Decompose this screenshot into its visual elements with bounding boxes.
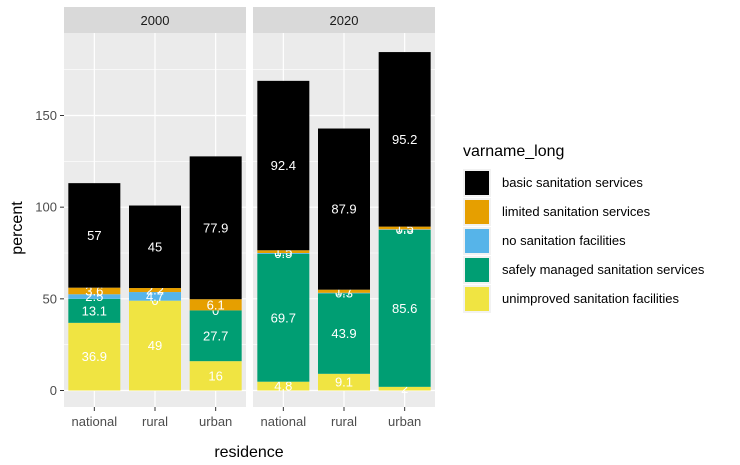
bar-segment <box>378 386 431 391</box>
bar-segment <box>68 287 121 295</box>
legend-label: basic sanitation services <box>502 175 643 190</box>
bar-segment <box>257 80 310 251</box>
bar-value-label: 49 <box>148 338 162 353</box>
legend-label: safely managed sanitation services <box>502 262 705 277</box>
y-tick-label: 150 <box>35 108 57 123</box>
bar-segment <box>318 373 370 391</box>
legend-item: limited sanitation services <box>463 198 651 226</box>
x-tick-label: national <box>261 414 307 429</box>
bar-segment <box>318 128 370 290</box>
legend-label: limited sanitation services <box>502 204 651 219</box>
bar-value-label: 69.7 <box>271 310 296 325</box>
bar-value-label: 6.1 <box>207 297 225 312</box>
bar-value-label: 2 <box>401 381 408 396</box>
bar-value-label: 87.9 <box>331 202 356 217</box>
bar-segment <box>68 298 121 323</box>
y-tick-label: 0 <box>50 383 57 398</box>
bar-segment <box>129 300 181 391</box>
x-tick-label: urban <box>388 414 421 429</box>
bar-value-label: 13.1 <box>82 303 107 318</box>
bar-segment <box>257 381 310 391</box>
x-tick-label: rural <box>142 414 168 429</box>
facet-2000: 200036.913.12.53.657national4904.72.245r… <box>64 7 246 429</box>
bar-segment <box>189 361 242 391</box>
bar-segment <box>257 250 310 253</box>
x-tick-label: rural <box>331 414 357 429</box>
bar-segment <box>257 253 310 382</box>
bar-segment <box>318 292 370 294</box>
bar-value-label: 36.9 <box>82 349 107 364</box>
bar-value-label: 95.2 <box>392 132 417 147</box>
bar-value-label: 85.6 <box>392 301 417 316</box>
legend-label: unimproved sanitation facilities <box>502 291 680 306</box>
facet-panels: 200036.913.12.53.657national4904.72.245r… <box>64 7 435 429</box>
bar-value-label: 92.4 <box>271 158 296 173</box>
bar-segment <box>68 322 121 391</box>
legend-swatch <box>465 229 489 253</box>
legend-item: no sanitation facilities <box>463 227 626 255</box>
legend-swatch <box>465 200 489 224</box>
facet-strip <box>253 7 435 33</box>
bar-segment <box>68 183 121 288</box>
legend-title: varname_long <box>463 143 564 160</box>
bar-value-label: 45 <box>148 239 162 254</box>
bar-segment <box>189 310 242 362</box>
bar-segment <box>189 299 242 311</box>
x-axis-title: residence <box>214 444 283 461</box>
legend-item: basic sanitation services <box>463 169 643 197</box>
bar-value-label: 9.1 <box>335 375 353 390</box>
y-axis-title: percent <box>9 201 26 255</box>
legend-item: unimproved sanitation facilities <box>463 285 680 313</box>
bar-value-label: 4.8 <box>274 379 292 394</box>
legend-swatch <box>465 171 489 195</box>
bar-segment <box>189 156 242 300</box>
facet-strip-label: 2020 <box>330 13 359 28</box>
bar-value-label: 57 <box>87 228 101 243</box>
facet-strip <box>64 7 246 33</box>
x-tick-label: national <box>72 414 118 429</box>
bar-segment <box>68 294 121 299</box>
legend-swatch <box>465 258 489 282</box>
bar-segment <box>129 205 181 289</box>
bar-value-label: 16 <box>208 368 222 383</box>
facet-2020: 20204.869.70.51.592.4national9.143.90.31… <box>253 7 435 429</box>
legend: varname_long basic sanitation services li… <box>463 143 705 313</box>
bar-segment <box>257 253 310 254</box>
legend-item: safely managed sanitation services <box>463 256 705 284</box>
bar-segment <box>378 52 431 227</box>
bar-segment <box>318 289 370 293</box>
bar-segment <box>378 229 431 387</box>
bar-value-label: 4.7 <box>146 289 164 304</box>
y-tick-label: 50 <box>43 291 57 306</box>
y-tick-label: 100 <box>35 200 57 215</box>
bar-segment <box>378 226 431 230</box>
facet-strip-label: 2000 <box>141 13 170 28</box>
legend-swatch <box>465 287 489 311</box>
bar-value-label: 27.7 <box>203 328 228 343</box>
bar-segment <box>129 292 181 301</box>
y-axis: 0 50 100 150 <box>35 108 64 398</box>
bar-value-label: 77.9 <box>203 220 228 235</box>
bar-segment <box>378 229 431 230</box>
bar-segment <box>318 293 370 374</box>
bar-value-label: 43.9 <box>331 326 356 341</box>
bar-segment <box>129 288 181 293</box>
legend-label: no sanitation facilities <box>502 233 626 248</box>
x-tick-label: urban <box>199 414 232 429</box>
